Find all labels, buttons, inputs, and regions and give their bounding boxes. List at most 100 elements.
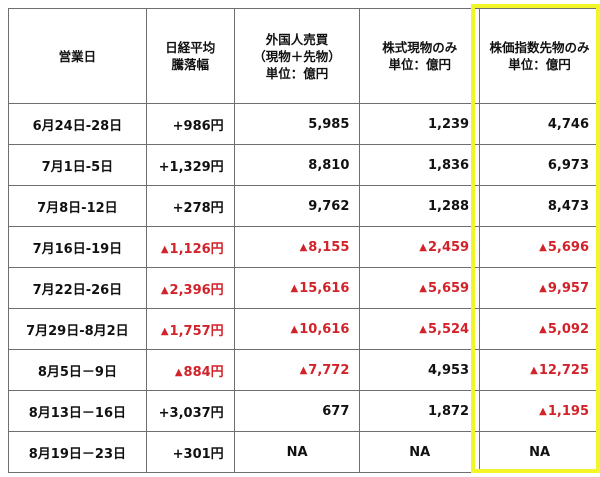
cell-futures-only: NA xyxy=(479,431,600,473)
header-line: 株式現物のみ xyxy=(382,40,458,55)
cell-period: 8月13日－16日 xyxy=(8,390,147,432)
cell-foreign-total: ▲15,616 xyxy=(233,267,361,309)
cell-foreign-total: 8,810 xyxy=(233,144,361,186)
cell-value: 4,746 xyxy=(547,116,589,132)
table-row: 7月29日-8月2日 ▲1,757円 ▲10,616 ▲5,524 ▲5,092 xyxy=(8,308,600,350)
header-line: 単位：億円 xyxy=(388,57,451,72)
foreign-investor-trading-table: 営業日 日経平均 騰落幅 外国人売買 （現物＋先物） 単位：億円 株式現物のみ … xyxy=(8,8,600,473)
cell-futures-only: ▲5,696 xyxy=(479,226,600,268)
cell-futures-only: ▲9,957 xyxy=(479,267,600,309)
cell-value: 8,473 xyxy=(547,198,589,214)
negative-triangle-icon: ▲ xyxy=(174,366,183,378)
header-line: 外国人売買 xyxy=(265,31,329,47)
header-line: 単位：億円 xyxy=(265,65,329,81)
cell-spot-only: 1,872 xyxy=(359,390,481,432)
table-body: 6月24日-28日 +986円 5,985 1,239 4,746 7月1日-5日 +1,3… xyxy=(8,103,600,473)
cell-value: 2,459 xyxy=(427,239,470,255)
table-row: 7月8日-12日 +278円 9,762 1,288 8,473 xyxy=(8,185,600,227)
cell-value: 884円 xyxy=(183,364,224,380)
cell-period: 7月1日-5日 xyxy=(8,144,147,186)
negative-triangle-icon: ▲ xyxy=(160,284,169,296)
cell-nikkei-change: ▲884円 xyxy=(145,349,235,391)
cell-futures-only: 6,973 xyxy=(479,144,600,186)
cell-period: 7月29日-8月2日 xyxy=(8,308,147,350)
negative-triangle-icon: ▲ xyxy=(419,282,427,294)
cell-value: +986円 xyxy=(172,118,224,134)
cell-value: 7,772 xyxy=(308,362,350,378)
cell-value: 5,659 xyxy=(427,280,470,296)
cell-nikkei-change: ▲1,126円 xyxy=(145,226,235,268)
cell-period: 6月24日-28日 xyxy=(8,103,147,145)
header-cell-trading-period: 営業日 xyxy=(8,8,147,104)
negative-triangle-icon: ▲ xyxy=(299,241,308,253)
cell-period: 8月5日－9日 xyxy=(8,349,147,391)
table-row: 7月22日-26日 ▲2,396円 ▲15,616 ▲5,659 ▲9,957 xyxy=(8,267,600,309)
table-row: 8月5日－9日 ▲884円 ▲7,772 4,953 ▲12,725 xyxy=(8,349,600,391)
cell-spot-only: 1,836 xyxy=(359,144,481,186)
table-row: 7月16日-19日 ▲1,126円 ▲8,155 ▲2,459 ▲5,696 xyxy=(8,226,600,268)
cell-value: 10,616 xyxy=(299,321,350,337)
cell-nikkei-change: +3,037円 xyxy=(145,390,235,432)
header-line: （現物＋先物） xyxy=(253,48,341,64)
header-line: 騰落幅 xyxy=(171,57,209,72)
cell-futures-only: ▲1,195 xyxy=(479,390,600,432)
header-line: 単位：億円 xyxy=(508,57,571,72)
cell-foreign-total: 9,762 xyxy=(233,185,361,227)
cell-spot-only: ▲5,659 xyxy=(359,267,481,309)
cell-value: 7月16日-19日 xyxy=(32,241,123,257)
header-cell-spot-only: 株式現物のみ 単位：億円 xyxy=(359,8,481,104)
cell-spot-only: NA xyxy=(359,431,481,473)
cell-value: 7月8日-12日 xyxy=(37,200,118,216)
cell-value: 7月1日-5日 xyxy=(41,159,114,175)
cell-period: 8月19日－23日 xyxy=(8,431,147,473)
cell-value: 1,126円 xyxy=(169,241,224,257)
negative-triangle-icon: ▲ xyxy=(419,241,427,253)
negative-triangle-icon: ▲ xyxy=(160,243,169,255)
cell-nikkei-change: +301円 xyxy=(145,431,235,473)
negative-triangle-icon: ▲ xyxy=(530,364,538,376)
cell-value: 1,757円 xyxy=(169,323,224,339)
cell-nikkei-change: ▲1,757円 xyxy=(145,308,235,350)
table-row: 7月1日-5日 +1,329円 8,810 1,836 6,973 xyxy=(8,144,600,186)
cell-value: 2,396円 xyxy=(169,282,224,298)
cell-value: NA xyxy=(529,444,551,460)
cell-value: 8月19日－23日 xyxy=(28,446,126,462)
cell-value: +3,037円 xyxy=(158,405,224,421)
cell-value: 15,616 xyxy=(299,280,350,296)
cell-value: 7月22日-26日 xyxy=(32,282,123,298)
cell-nikkei-change: ▲2,396円 xyxy=(145,267,235,309)
cell-value: +1,329円 xyxy=(158,159,224,175)
header-cell-foreign-total: 外国人売買 （現物＋先物） 単位：億円 xyxy=(233,8,361,104)
cell-nikkei-change: +278円 xyxy=(145,185,235,227)
cell-spot-only: 4,953 xyxy=(359,349,481,391)
cell-foreign-total: ▲10,616 xyxy=(233,308,361,350)
header-cell-futures-only: 株価指数先物のみ 単位：億円 xyxy=(479,8,600,104)
cell-value: NA xyxy=(286,444,308,460)
cell-spot-only: 1,239 xyxy=(359,103,481,145)
negative-triangle-icon: ▲ xyxy=(539,323,547,335)
cell-value: 9,762 xyxy=(308,198,350,214)
cell-nikkei-change: +986円 xyxy=(145,103,235,145)
cell-value: 5,696 xyxy=(547,239,589,255)
negative-triangle-icon: ▲ xyxy=(539,405,547,417)
cell-value: 677 xyxy=(322,403,350,419)
header-line: 日経平均 xyxy=(165,40,216,55)
negative-triangle-icon: ▲ xyxy=(419,323,427,335)
cell-value: 8,810 xyxy=(308,157,350,173)
header-row: 営業日 日経平均 騰落幅 外国人売買 （現物＋先物） 単位：億円 株式現物のみ … xyxy=(8,8,600,104)
table-row: 6月24日-28日 +986円 5,985 1,239 4,746 xyxy=(8,103,600,145)
table-row: 8月19日－23日 +301円 NA NA NA xyxy=(8,431,600,473)
cell-value: 1,836 xyxy=(427,157,470,173)
cell-value: 5,985 xyxy=(308,116,350,132)
cell-value: 7月29日-8月2日 xyxy=(26,323,129,339)
header-line: 営業日 xyxy=(58,48,97,64)
cell-futures-only: ▲5,092 xyxy=(479,308,600,350)
header-cell-nikkei-change: 日経平均 騰落幅 xyxy=(145,8,235,104)
cell-futures-only: 8,473 xyxy=(479,185,600,227)
cell-foreign-total: NA xyxy=(233,431,361,473)
cell-futures-only: 4,746 xyxy=(479,103,600,145)
cell-period: 7月8日-12日 xyxy=(8,185,147,227)
cell-value: 1,195 xyxy=(547,403,589,419)
cell-value: 8月13日－16日 xyxy=(28,405,126,421)
